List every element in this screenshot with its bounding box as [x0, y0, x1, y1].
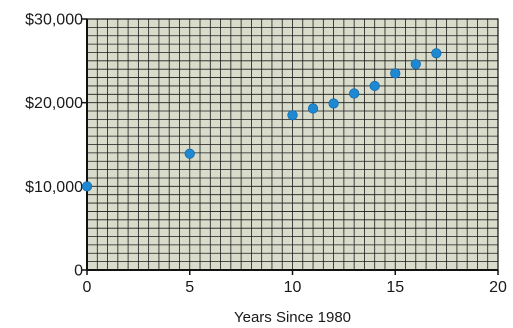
y-tick-label: 0 — [74, 263, 83, 280]
data-points — [81, 48, 442, 192]
x-tick-label: 15 — [386, 279, 404, 296]
data-point — [328, 98, 339, 109]
tick-labels: 0 $10,000 $20,000 $30,000 0 5 10 15 20 — [25, 12, 507, 297]
x-tick-label: 10 — [284, 279, 302, 296]
data-point — [287, 110, 298, 121]
data-point — [410, 59, 421, 70]
data-point — [307, 103, 319, 114]
data-point — [81, 181, 93, 192]
x-tick-label: 20 — [489, 279, 507, 296]
grid — [87, 19, 498, 270]
data-point — [390, 68, 401, 79]
data-point — [369, 80, 380, 92]
data-point — [184, 148, 195, 159]
data-point — [431, 48, 442, 59]
y-tick-label: $30,000 — [25, 12, 83, 29]
y-tick-label: $20,000 — [25, 95, 83, 112]
x-tick-label: 5 — [185, 279, 194, 296]
y-tick-label: $10,000 — [25, 179, 83, 196]
x-axis-title: Years Since 1980 — [234, 309, 351, 326]
x-tick-label: 0 — [83, 279, 92, 296]
data-point — [349, 88, 360, 99]
